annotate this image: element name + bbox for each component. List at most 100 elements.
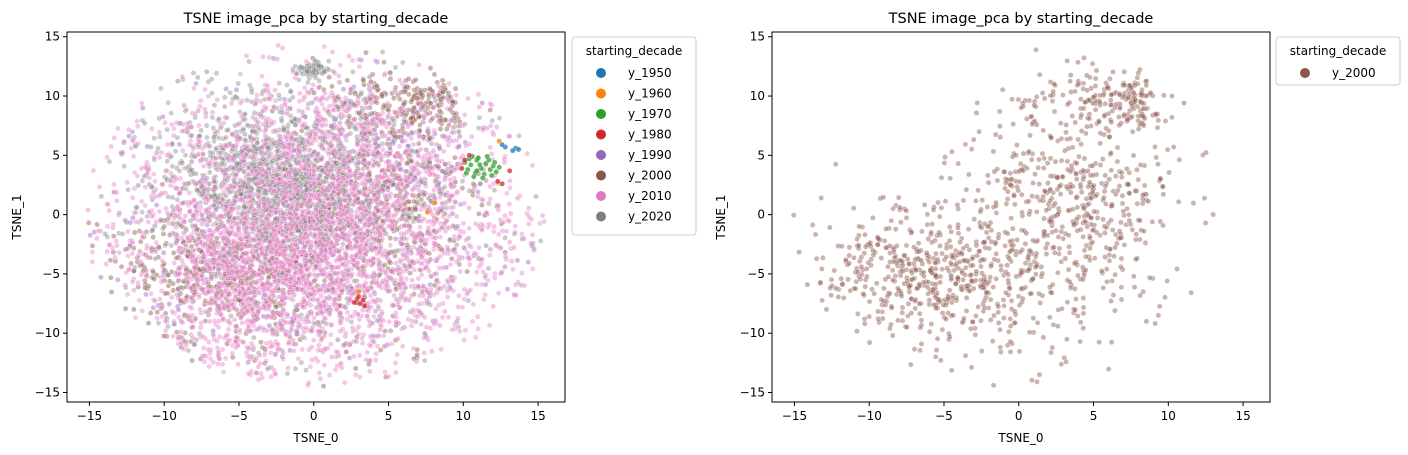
scatter-point-y_2000 (363, 49, 369, 56)
scatter-point-y_2010 (154, 315, 161, 322)
scatter-point-y_1990 (504, 286, 511, 292)
scatter-point-y_2020 (485, 265, 492, 272)
scatter-point-y_2010 (142, 202, 149, 209)
scatter-point-y_1990 (479, 100, 486, 106)
scatter-point-y_2010 (279, 45, 286, 51)
scatter-point-y_2000 (346, 113, 353, 119)
scatter-point-y_2020 (491, 187, 498, 193)
scatter-point-y_1990 (502, 263, 508, 270)
scatter-point-y_2020 (299, 65, 306, 71)
scatter-point-y_2010 (136, 297, 143, 304)
scatter-point-y_2010 (158, 149, 165, 156)
scatter-point-y_2010 (391, 292, 397, 299)
scatter-point-y_2020 (278, 118, 285, 125)
scatter-point-y_2020 (374, 83, 380, 90)
scatter-point-y_2000 (258, 339, 264, 346)
scatter-point-y_2010 (131, 287, 137, 293)
scatter-point-y_2010 (395, 335, 402, 342)
scatter-point-y_2010 (95, 228, 102, 234)
scatter-point-y_2010 (415, 186, 422, 193)
scatter-point-y_2020 (289, 94, 296, 101)
scatter-point-y_2010 (468, 133, 475, 140)
scatter-point-y_2010 (448, 129, 455, 136)
scatter-point-y_2010 (175, 266, 182, 272)
scatter-point-y_2010 (399, 343, 406, 350)
scatter-point-y_2000 (151, 276, 158, 282)
scatter-point-y_2000 (431, 71, 438, 78)
scatter-point-y_2020 (204, 134, 210, 141)
scatter-point-y_2010 (454, 188, 461, 195)
scatter-point-y_2010 (332, 227, 339, 234)
scatter-point-y_2010 (337, 142, 344, 149)
scatter-point-y_2010 (337, 62, 344, 69)
scatter-point-y_2010 (440, 148, 447, 155)
scatter-point-y_2010 (223, 154, 230, 161)
scatter-point-y_2010 (346, 342, 353, 349)
scatter-point-y_2010 (217, 142, 224, 149)
scatter-point-y_2000 (352, 365, 359, 372)
scatter-point-y_2020 (221, 94, 228, 101)
scatter-point-y_2010 (296, 107, 302, 114)
scatter-point-y_2010 (441, 177, 448, 184)
scatter-point-y_2010 (465, 95, 471, 102)
scatter-point-y_2020 (404, 168, 411, 175)
scatter-point-y_2010 (188, 124, 195, 131)
scatter-point-y_1990 (126, 133, 132, 140)
scatter-point-y_2010 (499, 269, 505, 275)
scatter-point-y_2010 (169, 308, 175, 315)
scatter-point-y_2000 (415, 140, 422, 147)
scatter-point-y_2000 (108, 274, 114, 281)
scatter-point-y_2010 (315, 164, 322, 171)
scatter-point-y_2010 (431, 127, 438, 134)
scatter-point-y_2010 (114, 125, 121, 132)
scatter-point-y_2020 (241, 204, 248, 210)
scatter-point-y_2000 (408, 115, 414, 122)
scatter-point-y_2000 (369, 71, 376, 78)
scatter-point-y_1990 (174, 78, 181, 84)
scatter-point-y_2010 (412, 129, 419, 136)
scatter-point-y_2020 (489, 117, 496, 124)
scatter-point-y_2000 (405, 76, 412, 82)
scatter-point-y_2020 (125, 186, 131, 193)
scatter-point-y_2000 (487, 107, 494, 113)
scatter-point-y_2020 (350, 69, 356, 75)
scatter-point-y_2020 (408, 209, 415, 216)
scatter-point-y_2020 (172, 148, 179, 155)
scatter-point-y_2010 (173, 224, 179, 230)
scatter-point-y_2000 (147, 310, 154, 316)
scatter-point-y_2000 (170, 287, 177, 294)
scatter-point-y_2000 (401, 100, 407, 107)
scatter-point-y_2020 (235, 80, 242, 87)
scatter-point-y_2010 (125, 126, 132, 133)
scatter-point-y_2010 (470, 301, 477, 308)
scatter-point-y_2010 (409, 277, 415, 283)
scatter-point-y_2020 (250, 334, 257, 341)
scatter-point-y_2010 (173, 185, 180, 192)
scatter-point-y_1990 (87, 232, 94, 239)
scatter-point-y_1990 (153, 202, 160, 208)
scatter-point-y_2000 (160, 231, 167, 237)
scatter-point-y_1990 (346, 355, 353, 361)
scatter-point-y_2010 (276, 186, 283, 193)
scatter-point-y_2020 (121, 163, 128, 169)
scatter-point-y_2020 (252, 128, 259, 135)
scatter-point-y_2010 (159, 257, 165, 264)
scatter-point-y_2010 (457, 328, 463, 335)
scatter-point-y_2010 (521, 282, 528, 289)
scatter-point-y_2000 (189, 357, 195, 364)
scatter-point-y_2010 (164, 152, 171, 158)
scatter-point-y_2000 (459, 185, 466, 191)
scatter-point-y_2020 (168, 110, 175, 117)
scatter-point-y_1990 (475, 189, 481, 195)
scatter-point-y_2000 (122, 305, 129, 312)
scatter-point-y_2000 (94, 221, 100, 228)
scatter-point-y_2000 (381, 59, 387, 66)
scatter-point-y_2020 (169, 194, 176, 201)
scatter-point-y_2020 (194, 187, 201, 194)
scatter-point-y_2020 (276, 80, 282, 86)
scatter-point-y_2020 (165, 272, 171, 279)
scatter-point-y_2020 (139, 178, 146, 184)
scatter-point-y_2010 (454, 315, 461, 321)
scatter-point-y_2010 (263, 156, 270, 162)
scatter-point-y_2010 (316, 342, 322, 349)
